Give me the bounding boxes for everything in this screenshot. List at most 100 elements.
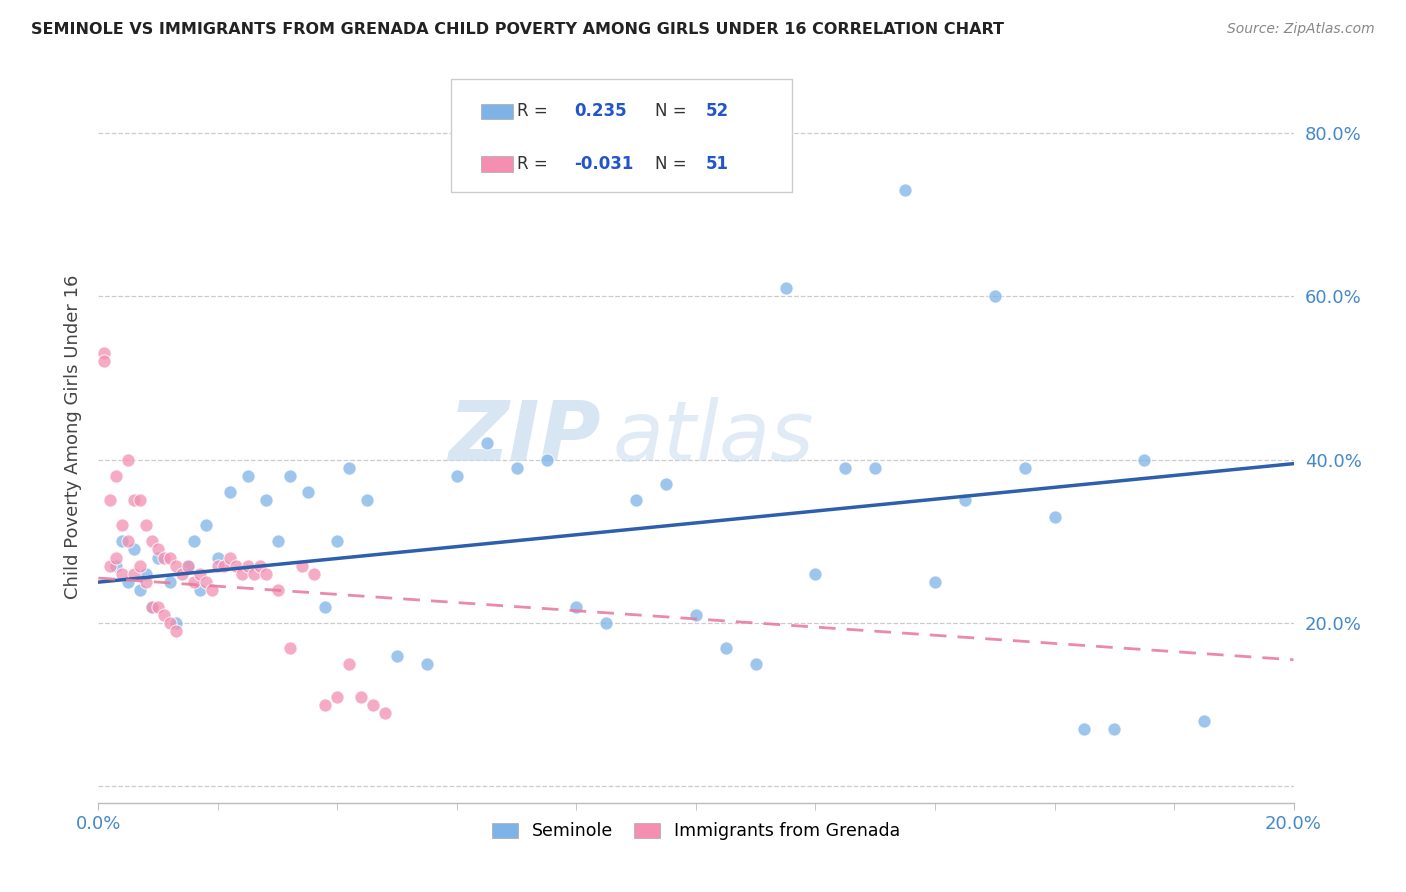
- Point: [834, 460, 856, 475]
- Point: [278, 469, 301, 483]
- Point: [363, 698, 385, 712]
- Point: [1104, 723, 1126, 737]
- Point: [159, 575, 181, 590]
- Bar: [481, 156, 513, 171]
- Point: [124, 566, 146, 581]
- Point: [165, 558, 187, 573]
- Point: [714, 640, 737, 655]
- Point: [165, 624, 187, 639]
- Point: [302, 566, 325, 581]
- Point: [374, 706, 396, 720]
- Point: [93, 346, 115, 360]
- Point: [135, 517, 157, 532]
- Point: [1073, 723, 1095, 737]
- Point: [249, 558, 271, 573]
- Point: [117, 452, 139, 467]
- Point: [135, 566, 157, 581]
- Point: [1192, 714, 1215, 728]
- Point: [195, 517, 218, 532]
- Point: [172, 566, 194, 581]
- Point: [111, 517, 134, 532]
- Point: [98, 558, 122, 573]
- Point: [111, 534, 134, 549]
- Point: [183, 575, 205, 590]
- Point: [924, 575, 946, 590]
- Point: [953, 493, 976, 508]
- Point: [745, 657, 768, 671]
- Point: [356, 493, 378, 508]
- Point: [326, 534, 349, 549]
- Point: [267, 534, 290, 549]
- Point: [1014, 460, 1036, 475]
- Point: [326, 690, 349, 704]
- Point: [93, 354, 115, 368]
- Point: [416, 657, 439, 671]
- Point: [148, 599, 170, 614]
- Point: [98, 493, 122, 508]
- Point: [219, 485, 242, 500]
- Point: [165, 615, 187, 630]
- Point: [243, 566, 266, 581]
- Point: [105, 550, 128, 565]
- Point: [195, 575, 218, 590]
- Point: [1043, 509, 1066, 524]
- Point: [129, 583, 152, 598]
- Point: [141, 534, 163, 549]
- Point: [685, 607, 707, 622]
- Point: [385, 648, 409, 663]
- Point: [236, 558, 259, 573]
- Text: Source: ZipAtlas.com: Source: ZipAtlas.com: [1227, 22, 1375, 37]
- Legend: Seminole, Immigrants from Grenada: Seminole, Immigrants from Grenada: [484, 814, 908, 849]
- Text: N =: N =: [655, 103, 692, 120]
- Text: ZIP: ZIP: [447, 397, 600, 477]
- Point: [506, 460, 529, 475]
- Y-axis label: Child Poverty Among Girls Under 16: Child Poverty Among Girls Under 16: [63, 275, 82, 599]
- Point: [339, 460, 361, 475]
- Point: [183, 534, 205, 549]
- Point: [188, 566, 211, 581]
- Point: [339, 657, 361, 671]
- Point: [278, 640, 301, 655]
- Point: [254, 566, 277, 581]
- Text: R =: R =: [517, 103, 553, 120]
- Point: [254, 493, 277, 508]
- Text: -0.031: -0.031: [575, 155, 634, 173]
- Point: [219, 550, 242, 565]
- Point: [315, 698, 337, 712]
- Point: [207, 558, 229, 573]
- Point: [1133, 452, 1156, 467]
- Point: [225, 558, 247, 573]
- Point: [159, 615, 181, 630]
- Bar: [481, 103, 513, 119]
- Text: N =: N =: [655, 155, 692, 173]
- Point: [231, 566, 253, 581]
- Point: [135, 575, 157, 590]
- Point: [153, 550, 176, 565]
- Point: [865, 460, 887, 475]
- Point: [894, 183, 917, 197]
- Point: [141, 599, 163, 614]
- Point: [117, 575, 139, 590]
- Point: [188, 583, 211, 598]
- Point: [129, 493, 152, 508]
- Point: [148, 542, 170, 557]
- Point: [105, 469, 128, 483]
- Point: [475, 436, 498, 450]
- Point: [655, 477, 678, 491]
- Point: [153, 607, 176, 622]
- Point: [446, 469, 468, 483]
- Text: SEMINOLE VS IMMIGRANTS FROM GRENADA CHILD POVERTY AMONG GIRLS UNDER 16 CORRELATI: SEMINOLE VS IMMIGRANTS FROM GRENADA CHIL…: [31, 22, 1004, 37]
- Point: [212, 558, 235, 573]
- Point: [117, 534, 139, 549]
- Point: [236, 469, 259, 483]
- Text: 51: 51: [706, 155, 728, 173]
- Point: [626, 493, 648, 508]
- Point: [297, 485, 319, 500]
- Point: [595, 615, 617, 630]
- Text: R =: R =: [517, 155, 553, 173]
- Point: [148, 550, 170, 565]
- Point: [984, 289, 1007, 303]
- Point: [291, 558, 314, 573]
- Text: 52: 52: [706, 103, 730, 120]
- Point: [105, 558, 128, 573]
